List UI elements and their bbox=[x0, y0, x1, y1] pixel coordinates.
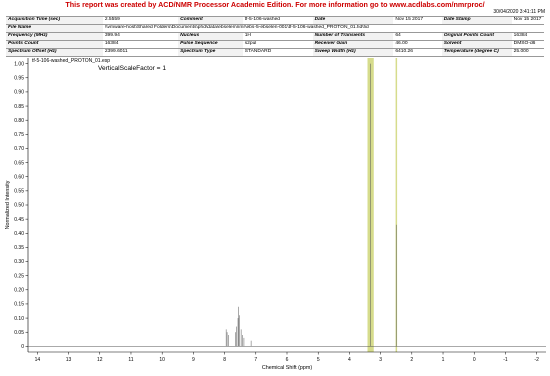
y-tick-label: 0.80 bbox=[14, 118, 24, 124]
param-row: Acquisition Time (sec) 2.5559 Comment tf-5-… bbox=[6, 16, 544, 25]
x-tick-label: 11 bbox=[128, 357, 133, 363]
y-tick-label: 0.50 bbox=[14, 203, 24, 209]
y-tick-label: 0.75 bbox=[14, 132, 24, 138]
integration-region bbox=[395, 58, 398, 352]
param-key: Points Count bbox=[6, 39, 103, 49]
param-key: Receiver Gain bbox=[312, 39, 394, 49]
param-value: 2399.6011 bbox=[102, 47, 179, 57]
param-key: Frequency (MHz) bbox=[6, 31, 103, 41]
param-value: Nov 15 2017 bbox=[393, 16, 442, 25]
x-tick-label: 5 bbox=[317, 357, 320, 363]
x-tick-label: -2 bbox=[534, 357, 539, 363]
param-value: STANDARD bbox=[242, 47, 313, 57]
y-tick-label: 0.25 bbox=[14, 273, 24, 279]
param-row: File Name \\vmware-host\Shared Folders\Do… bbox=[6, 23, 544, 33]
param-key: Number of Transients bbox=[312, 31, 394, 41]
x-tick-label: 14 bbox=[35, 357, 41, 363]
vertical-scale-annotation: VerticalScaleFactor = 1 bbox=[98, 65, 166, 72]
x-axis-label: Chemical Shift (ppm) bbox=[262, 365, 313, 371]
param-key: Acquisition Time (sec) bbox=[6, 16, 103, 25]
param-key: Pulse Sequence bbox=[178, 39, 243, 49]
param-key: Solvent bbox=[441, 39, 512, 49]
param-value: 6410.26 bbox=[393, 47, 442, 57]
y-tick-label: 0.10 bbox=[14, 316, 24, 322]
y-axis-label: Normalized Intensity bbox=[5, 180, 11, 229]
y-tick-label: 0.95 bbox=[14, 75, 24, 81]
y-tick-label: 0.90 bbox=[14, 90, 24, 96]
param-value: 2.5559 bbox=[102, 16, 179, 25]
param-value: 64 bbox=[393, 31, 442, 41]
y-tick-label: 0.70 bbox=[14, 146, 24, 152]
y-tick-label: 0.40 bbox=[14, 231, 24, 237]
y-tick-label: 0.85 bbox=[14, 104, 24, 110]
acquisition-parameters-table: Acquisition Time (sec) 2.5559 Comment tf-5-… bbox=[6, 16, 544, 57]
y-tick-label: 0.15 bbox=[14, 302, 24, 308]
x-tick-label: 4 bbox=[348, 357, 351, 363]
x-tick-label: 13 bbox=[66, 357, 72, 363]
param-row: Spectrum Offset (Hz) 2399.6011 Spectrum Ty… bbox=[6, 47, 544, 57]
param-value: 25.000 bbox=[511, 47, 544, 57]
x-tick-label: 12 bbox=[97, 357, 103, 363]
param-value: \\vmware-host\Shared Folders\Documents\p… bbox=[102, 23, 544, 33]
y-tick-label: 1.00 bbox=[14, 61, 24, 67]
x-tick-label: 1 bbox=[442, 357, 445, 363]
param-value: 46.00 bbox=[393, 39, 442, 49]
x-tick-label: 9 bbox=[192, 357, 195, 363]
param-value: 399.94 bbox=[102, 31, 179, 41]
param-key: Comment bbox=[178, 16, 243, 25]
param-key: Original Points Count bbox=[441, 31, 512, 41]
param-value: Nov 15 2017 bbox=[511, 16, 544, 25]
param-key: Date Stamp bbox=[441, 16, 512, 25]
x-tick-label: 6 bbox=[286, 357, 289, 363]
x-tick-label: 3 bbox=[379, 357, 382, 363]
param-key: Date bbox=[312, 16, 394, 25]
param-value: DMSO-d6 bbox=[511, 39, 544, 49]
integration-region bbox=[367, 58, 374, 352]
y-tick-label: 0.60 bbox=[14, 174, 24, 180]
param-value: s2pul bbox=[242, 39, 313, 49]
x-tick-label: 0 bbox=[473, 357, 476, 363]
param-value: 16384 bbox=[102, 39, 179, 49]
report-timestamp: 30/04/2020 3:41:11 PM bbox=[493, 9, 545, 15]
y-tick-label: 0.30 bbox=[14, 259, 24, 265]
param-value: 16384 bbox=[511, 31, 544, 41]
y-tick-label: 0.05 bbox=[14, 330, 24, 336]
y-tick-label: 0.45 bbox=[14, 217, 24, 223]
param-key: Nucleus bbox=[178, 31, 243, 41]
x-tick-label: 2 bbox=[410, 357, 413, 363]
param-value: 1H bbox=[242, 31, 313, 41]
param-value: tf-5-106-washed bbox=[242, 16, 313, 25]
x-tick-label: -1 bbox=[503, 357, 508, 363]
param-key: Spectrum Offset (Hz) bbox=[6, 47, 103, 57]
report-banner: This report was created by ACD/NMR Proce… bbox=[65, 0, 485, 9]
x-tick-label: 7 bbox=[254, 357, 257, 363]
y-tick-label: 0 bbox=[21, 344, 24, 350]
param-key: Spectrum Type bbox=[178, 47, 243, 57]
y-tick-label: 0.65 bbox=[14, 160, 24, 166]
param-row: Points Count 16384 Pulse Sequence s2pul Rece… bbox=[6, 39, 544, 49]
y-tick-label: 0.55 bbox=[14, 189, 24, 195]
x-tick-label: 10 bbox=[159, 357, 165, 363]
param-key: File Name bbox=[6, 23, 103, 33]
y-tick-label: 0.20 bbox=[14, 288, 24, 294]
x-tick-label: 8 bbox=[223, 357, 226, 363]
param-row: Frequency (MHz) 399.94 Nucleus 1H Number of … bbox=[6, 31, 544, 41]
param-key: Sweep Width (Hz) bbox=[312, 47, 394, 57]
y-tick-label: 0.35 bbox=[14, 245, 24, 251]
series-label: tf-5-106-washed_PROTON_01.esp bbox=[32, 58, 110, 64]
param-key: Temperature (degree C) bbox=[441, 47, 512, 57]
